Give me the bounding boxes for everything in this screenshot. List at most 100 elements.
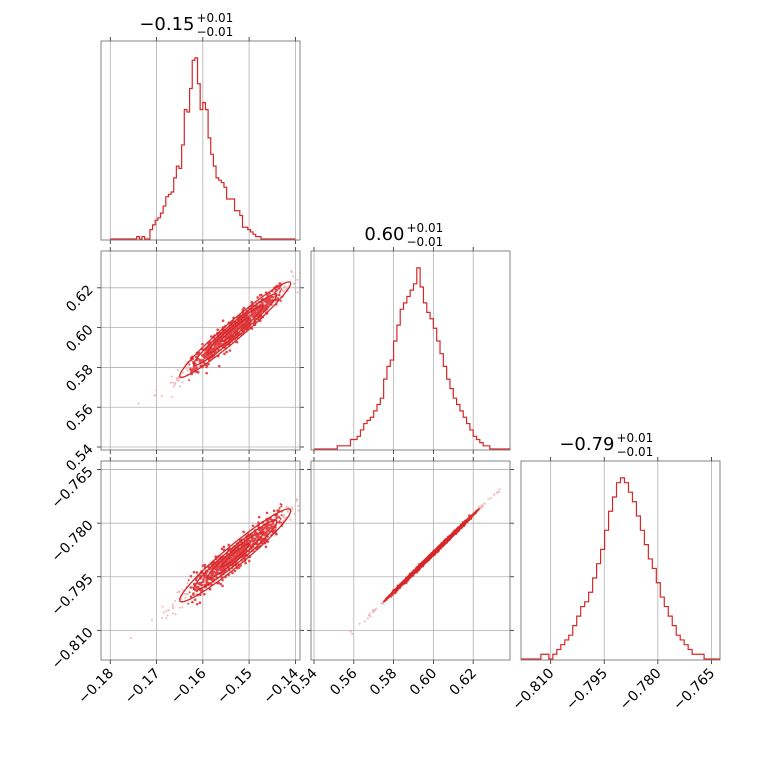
sample-point [209,335,213,338]
param-title-median: −0.15 [139,14,194,35]
sample-point [372,608,375,611]
sample-point [187,579,190,582]
param-title-plus: +0.01 [197,11,234,25]
sample-point [290,269,293,272]
sample-point [252,312,256,316]
sample-point [170,375,173,378]
sample-point [187,602,190,605]
contour-level-0 [220,317,250,343]
sample-point [280,505,283,508]
sample-point [201,564,205,567]
sample-point [293,282,296,285]
sample-point [281,289,284,292]
sample-point [212,571,215,574]
sample-point [479,506,482,509]
sample-point [256,534,259,537]
x-tick-label: −0.15 [214,666,256,708]
sample-point [279,299,282,302]
sample-point [176,591,179,594]
sample-point [251,315,254,318]
y-tick-label: −0.795 [49,571,97,619]
sample-point [271,295,274,299]
sample-point [196,585,200,589]
sample-point [296,291,299,294]
sample-point [185,593,188,596]
sample-point [195,571,199,574]
sample-point [363,620,366,623]
sample-point [277,287,281,290]
sample-point [296,278,299,281]
sample-point [174,613,177,616]
sample-point [223,352,226,356]
sample-point [205,371,208,375]
sample-point [232,554,235,558]
sample-point [160,395,163,398]
sample-point [366,617,369,620]
histogram-line [521,477,720,660]
sample-point [202,353,206,357]
sample-point [169,381,172,384]
sample-point [228,349,232,352]
sample-point [277,521,281,524]
hist-panel-1 [310,247,511,454]
axis-frame [520,460,721,661]
y-tick-label: 0.56 [63,401,96,434]
hist-panel-0 [100,37,301,244]
sample-point [307,503,309,505]
sample-point [244,561,247,565]
scatter-panel-2-1: 0.54 0.56 0.58 0.60 0.62 [287,457,514,699]
contour-level-3 [179,508,292,603]
sample-point [287,506,290,509]
param-title-median: 0.60 [364,224,404,245]
sample-point [483,502,486,505]
x-tick-label: −0.795 [563,666,611,714]
sample-point [186,369,189,372]
sample-point [371,610,374,613]
sample-point [300,283,302,285]
sample-point [237,566,241,569]
sample-point [282,290,285,293]
sample-point [227,543,230,547]
sample-point [181,381,184,384]
sample-point [277,509,280,512]
sample-point [155,628,158,631]
sample-point [221,566,224,570]
sample-point [282,514,285,517]
sample-point [263,533,267,537]
contour-level-1 [206,305,264,355]
sample-point [166,614,169,617]
sample-point [369,615,372,618]
sample-point [493,493,496,496]
sample-point [307,488,309,490]
sample-point [196,371,200,374]
sample-point [189,574,193,578]
sample-point [268,517,272,521]
sample-point [171,603,174,606]
sample-point [251,537,254,541]
sample-point [256,296,259,299]
sample-point [171,395,174,398]
param-title-plus: +0.01 [407,221,444,235]
sample-point [221,584,224,588]
sample-point [489,497,492,500]
sample-point [278,282,281,285]
sample-point [286,286,289,289]
sample-point [495,491,498,494]
sample-point [174,382,177,385]
sample-point [205,365,208,369]
sample-point [289,518,292,521]
sample-point [265,527,269,530]
sample-point [478,505,481,508]
sample-point [274,289,278,293]
sample-point [380,602,383,605]
sample-point [181,606,184,609]
sample-point [253,537,256,540]
sample-point [297,509,300,512]
sample-point [186,592,189,595]
x-tick-label: −0.810 [510,666,558,714]
contour-level-0 [220,543,250,568]
sample-point [358,622,361,625]
sample-point [165,617,168,620]
param-title-minus: −0.01 [617,445,654,459]
sample-point [280,514,283,517]
